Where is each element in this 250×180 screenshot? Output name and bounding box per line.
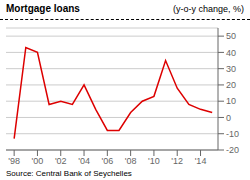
html-text:Mortgage loans: Mortgage loans [6,3,80,14]
svg-text:'98: '98 [8,156,20,166]
svg-text:0: 0 [226,113,231,123]
svg-text:-20: -20 [226,145,239,155]
svg-text:10: 10 [226,96,236,106]
svg-text:'02: '02 [55,156,67,166]
html-text:(y-o-y change, %): (y-o-y change, %) [173,4,244,14]
svg-text:'14: '14 [195,156,207,166]
svg-text:30: 30 [226,64,236,74]
svg-text:50: 50 [226,31,236,41]
svg-text:'08: '08 [125,156,137,166]
html-text:Source: Central Bank of Seyche: Source: Central Bank of Seychelles [6,169,132,178]
svg-text:'06: '06 [101,156,113,166]
svg-text:-10: -10 [226,129,239,139]
svg-text:40: 40 [226,48,236,58]
svg-text:'04: '04 [78,156,90,166]
svg-text:20: 20 [226,80,236,90]
svg-text:'12: '12 [171,156,183,166]
svg-text:'10: '10 [148,156,160,166]
svg-text:'00: '00 [32,156,44,166]
